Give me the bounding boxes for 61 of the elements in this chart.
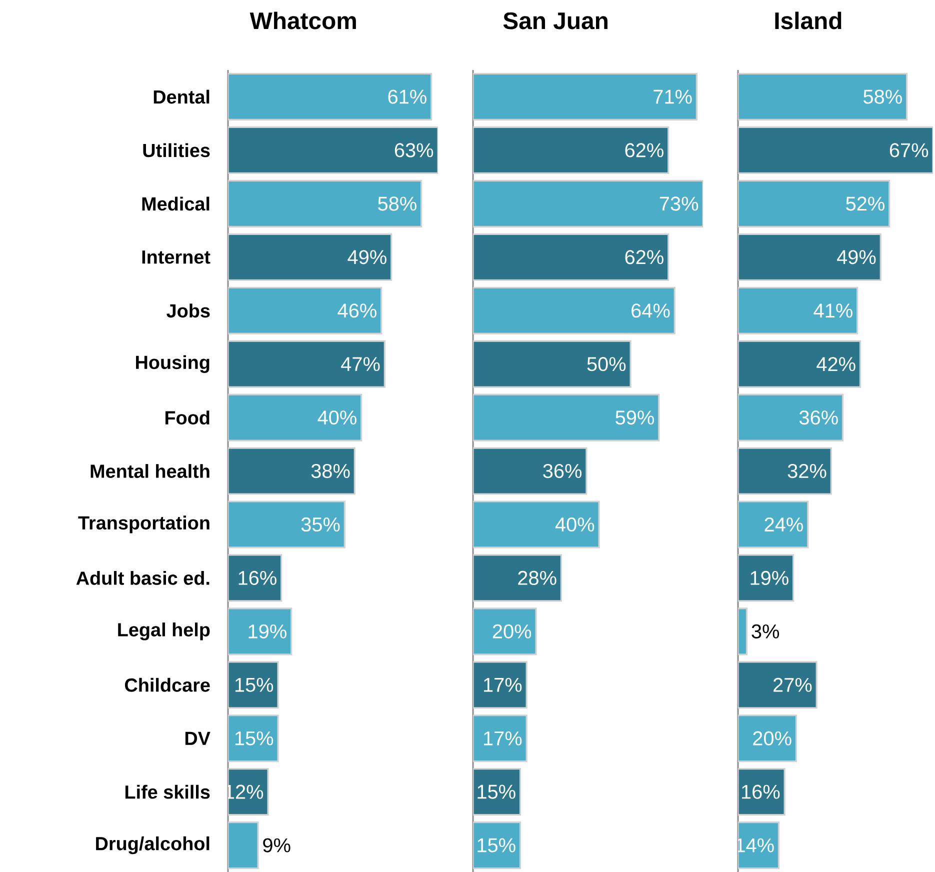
- data-label: 59%: [616, 410, 654, 425]
- y-tick-label: Food: [165, 410, 210, 424]
- data-label: 17%: [484, 731, 522, 746]
- data-label: 15%: [478, 784, 516, 799]
- data-label: 49%: [836, 250, 876, 264]
- data-label: 58%: [864, 90, 902, 104]
- data-label: 36%: [543, 464, 582, 478]
- data-label: 47%: [341, 357, 380, 372]
- data-label: 19%: [248, 624, 286, 638]
- data-label: 40%: [318, 410, 356, 425]
- y-tick-label: DV: [185, 732, 210, 745]
- data-label: 32%: [788, 464, 826, 478]
- data-label: 71%: [654, 90, 692, 104]
- y-tick-label: Dental: [154, 90, 210, 104]
- data-label: 35%: [301, 517, 340, 532]
- data-label: 62%: [625, 250, 664, 264]
- data-label: 36%: [799, 410, 838, 425]
- data-label: 52%: [846, 196, 884, 211]
- chart-title: Whatcom: [250, 12, 356, 30]
- data-label: 24%: [764, 517, 803, 532]
- data-label: 20%: [753, 731, 792, 746]
- data-label: 67%: [890, 143, 928, 158]
- data-label: 50%: [587, 357, 626, 372]
- data-label: 15%: [235, 678, 274, 692]
- data-label: 42%: [816, 357, 856, 372]
- y-tick-label: Drug/alcohol: [96, 836, 210, 854]
- y-tick-label: Transportation: [78, 516, 210, 534]
- data-label: 27%: [774, 678, 812, 692]
- data-label: 19%: [750, 570, 788, 585]
- y-tick-label: Legal help: [118, 622, 210, 640]
- chart-title: Island: [775, 12, 842, 30]
- data-label: 16%: [238, 570, 276, 585]
- data-label: 64%: [632, 304, 670, 318]
- data-label: 61%: [388, 90, 426, 104]
- data-label: 38%: [311, 464, 350, 478]
- data-label: 58%: [378, 196, 416, 211]
- y-tick-label: Mental health: [90, 464, 210, 478]
- data-label: 62%: [625, 143, 664, 158]
- y-tick-label: Housing: [136, 355, 210, 373]
- y-tick-label: Utilities: [143, 143, 210, 158]
- data-label: 63%: [394, 143, 434, 158]
- data-label: 41%: [814, 304, 852, 318]
- y-tick-label: Life skills: [125, 784, 210, 799]
- data-label: 40%: [555, 517, 594, 532]
- y-tick-label: Jobs: [166, 304, 210, 318]
- chart-title: San Juan: [503, 12, 608, 30]
- data-label: 16%: [742, 784, 780, 799]
- data-label: 73%: [660, 196, 698, 211]
- data-label: 3%: [752, 624, 780, 638]
- y-tick-label: Adult basic ed.: [76, 570, 210, 585]
- data-label: 49%: [348, 250, 386, 264]
- data-label: 20%: [492, 624, 532, 638]
- y-tick-label: Childcare: [125, 678, 210, 692]
- data-label: 9%: [263, 838, 290, 852]
- data-label: 15%: [478, 838, 516, 852]
- data-label: 17%: [484, 678, 522, 692]
- data-label: 28%: [518, 570, 556, 585]
- y-tick-label: Medical: [142, 196, 210, 211]
- y-tick-label: Internet: [142, 250, 210, 264]
- data-label: 15%: [235, 731, 274, 746]
- data-label: 46%: [338, 304, 376, 318]
